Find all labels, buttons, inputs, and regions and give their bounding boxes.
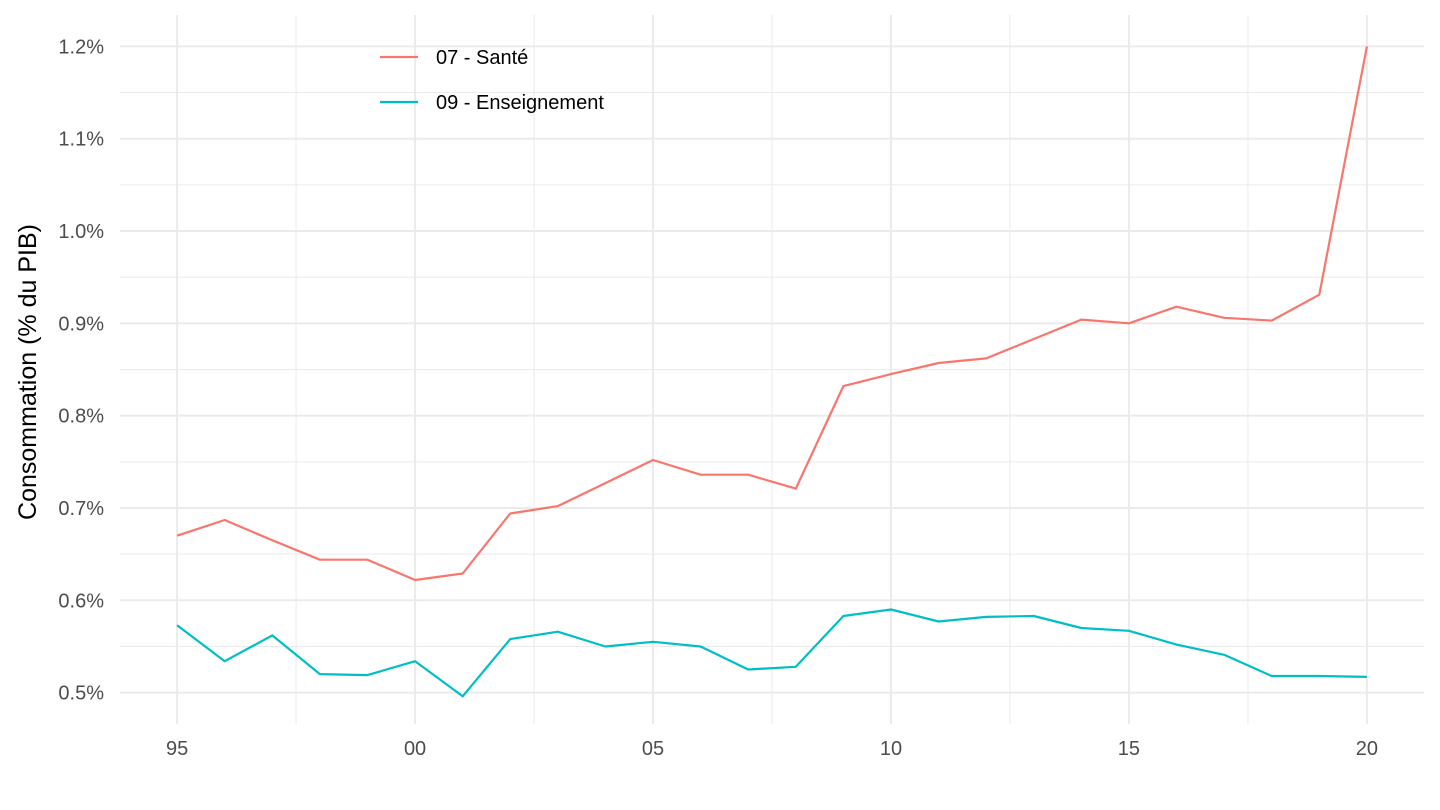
x-tick-label: 15 (1118, 738, 1140, 760)
minor-gridlines (120, 15, 1424, 724)
legend-label-1: 07 - Santé (436, 47, 528, 69)
x-tick-label: 95 (166, 738, 188, 760)
major-gridlines (120, 15, 1424, 724)
series-lines (176, 46, 1368, 698)
y-axis-tick-labels: 0.5% 0.6% 0.7% 0.8% 0.9% 1.0% 1.1% 1.2% (58, 36, 104, 704)
x-tick-label: 05 (642, 738, 664, 760)
x-axis-tick-labels: 95 00 05 10 15 20 (166, 738, 1378, 760)
y-tick-label: 1.1% (58, 129, 104, 151)
x-tick-label: 20 (1356, 738, 1378, 760)
y-tick-label: 0.9% (58, 313, 104, 335)
y-tick-label: 0.5% (58, 683, 104, 705)
legend: 07 - Santé 09 - Enseignement (380, 47, 604, 114)
y-tick-label: 1.2% (58, 36, 104, 58)
x-tick-label: 10 (880, 738, 902, 760)
legend-label-2: 09 - Enseignement (436, 92, 604, 114)
series-line-1 (176, 46, 1368, 582)
x-tick-label: 00 (404, 738, 426, 760)
y-tick-label: 1.0% (58, 221, 104, 243)
y-axis-title: Consommation (% du PIB) (14, 224, 42, 520)
y-tick-label: 0.7% (58, 498, 104, 520)
series-line-2 (176, 608, 1367, 698)
y-tick-label: 0.8% (58, 406, 104, 428)
y-tick-label: 0.6% (58, 590, 104, 612)
